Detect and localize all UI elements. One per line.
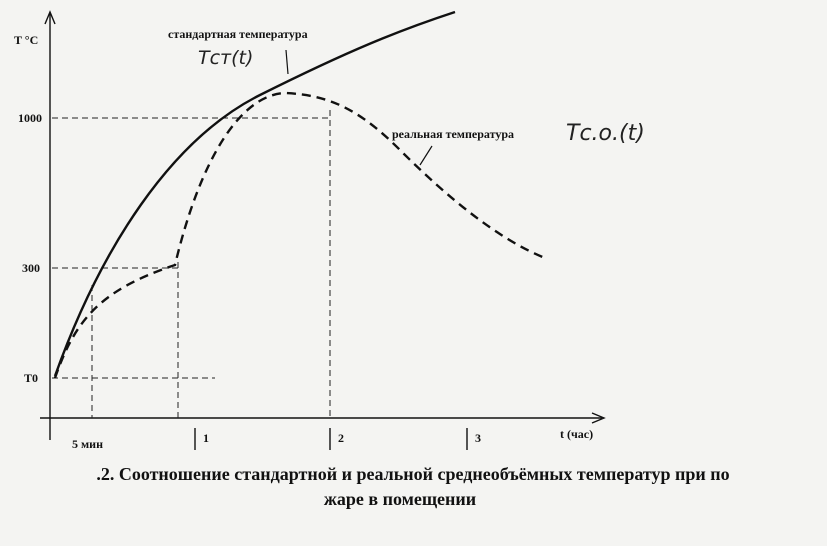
guides (52, 110, 331, 418)
y-tick-label: 300 (22, 261, 40, 275)
caption-line: .2. Соотношение стандартной и реальной с… (96, 464, 729, 484)
standard-handwritten: Tст(t) (198, 47, 253, 69)
real-label: реальная температура (392, 127, 514, 141)
y-arrow (44, 10, 56, 25)
y-tick-label: 1000 (18, 111, 42, 125)
real-curve (53, 91, 546, 379)
leader (285, 49, 289, 75)
x-arrow (591, 412, 606, 424)
x-tick-label: 1 (203, 431, 209, 445)
standard-curve (53, 10, 456, 377)
caption-line: жаре в помещении (324, 489, 476, 509)
y-axis-label: T °C (14, 33, 38, 47)
x-tick-label: 3 (475, 431, 481, 445)
leader (419, 145, 433, 166)
y-tick-label: T0 (24, 371, 38, 385)
x-tick-label: 2 (338, 431, 344, 445)
real-handwritten: Tс.о.(t) (566, 121, 645, 146)
axes (40, 10, 606, 450)
x-axis-label: t (час) (560, 427, 593, 441)
x-tick-label: 5 мин (72, 437, 103, 451)
standard-label: стандартная температура (168, 27, 308, 41)
